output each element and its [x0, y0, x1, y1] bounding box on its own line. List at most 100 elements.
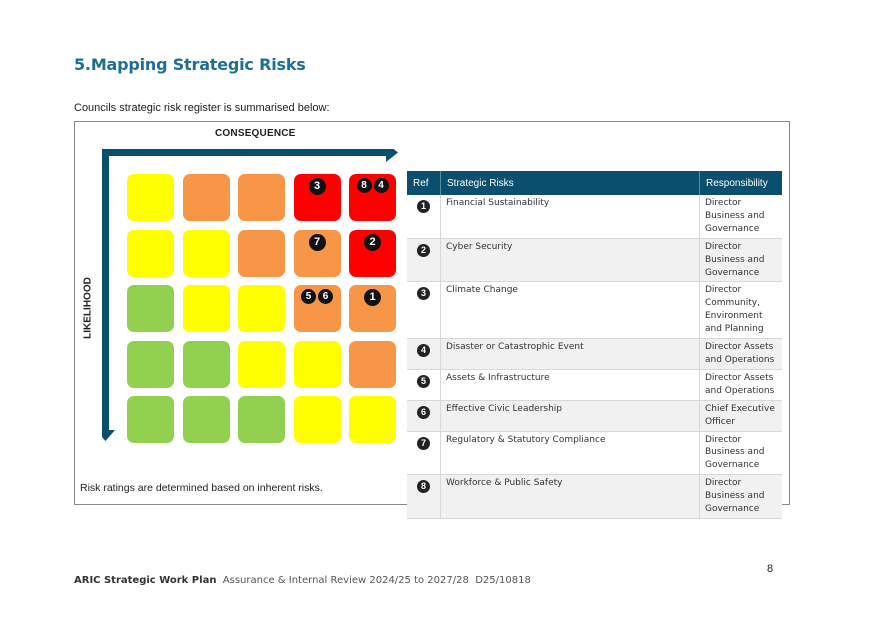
- risk-header: Strategic Risks: [440, 171, 700, 195]
- ref-marker: 2: [417, 243, 430, 257]
- risk-marker: 4: [373, 178, 389, 193]
- responsibility-cell: Director Business and Governance: [699, 431, 782, 476]
- risk-name-cell: Disaster or Catastrophic Event: [440, 338, 700, 370]
- responsibility-cell: Director Business and Governance: [699, 238, 782, 283]
- footer: ARIC Strategic Work Plan Assurance & Int…: [74, 575, 531, 586]
- ref-marker: 5: [417, 374, 430, 388]
- risk-name-cell: Climate Change: [440, 281, 700, 340]
- matrix-cell: [349, 340, 396, 388]
- likelihood-arrow-head: [102, 430, 115, 441]
- likelihood-arrow-shaft: [102, 149, 109, 432]
- responsibility-cell: Director Community, Environment and Plan…: [699, 281, 782, 340]
- matrix-cell: 1: [349, 285, 396, 332]
- table-row: 6 Effective Civic Leadership Chief Executi…: [407, 400, 782, 432]
- ref-marker: 4: [417, 344, 430, 358]
- table-row: 5 Assets & Infrastructure Director Assets …: [407, 369, 782, 401]
- ref-marker: 3: [417, 287, 430, 301]
- matrix-cell: [238, 396, 285, 443]
- risk-name-cell: Financial Sustainability: [440, 195, 700, 239]
- matrix-cell: 2: [349, 229, 396, 277]
- page-number: 8: [767, 563, 774, 575]
- ref-cell: 3: [407, 281, 441, 340]
- consequence-label: CONSEQUENCE: [215, 128, 296, 139]
- risk-marker: 3: [308, 178, 326, 195]
- risk-marker: 1: [364, 289, 381, 306]
- ref-marker: 8: [417, 480, 430, 494]
- table-row: 1 Financial Sustainability Director Busine…: [407, 195, 782, 239]
- responsibility-cell: Director Business and Governance: [699, 474, 782, 519]
- matrix-cell: [182, 285, 230, 332]
- matrix-cell: [127, 340, 174, 388]
- footer-ref: D25/10818: [475, 575, 531, 586]
- matrix-cell: [238, 340, 285, 388]
- likelihood-label: LIKELIHOOD: [82, 277, 94, 339]
- matrix-cell: 3: [293, 174, 341, 221]
- matrix-cell: [127, 396, 174, 443]
- matrix-cell: [127, 174, 174, 221]
- intro-text: Councils strategic risk register is summ…: [74, 102, 330, 114]
- table-row: 3 Climate Change Director Community, Envir…: [407, 281, 782, 340]
- matrix-cell: [349, 396, 396, 443]
- cell-risk-markers: 7: [294, 230, 341, 254]
- matrix-cell: [293, 396, 341, 443]
- matrix-cell: [238, 285, 285, 332]
- cell-risk-markers: 2: [349, 230, 396, 254]
- cell-risk-markers: 3: [294, 174, 341, 198]
- responsibility-header: Responsibility: [699, 171, 782, 195]
- strategic-risks-table: Ref Strategic Risks Responsibility 1 Fina…: [407, 171, 782, 519]
- cell-risk-markers: 1: [349, 285, 396, 309]
- risk-marker: 6: [318, 289, 333, 304]
- ref-cell: 2: [407, 238, 441, 283]
- matrix-cell: [293, 340, 341, 388]
- risk-name-cell: Effective Civic Leadership: [440, 400, 700, 432]
- responsibility-cell: Director Assets and Operations: [699, 369, 782, 401]
- responsibility-cell: Director Assets and Operations: [699, 338, 782, 370]
- matrix-cell: [182, 174, 230, 221]
- matrix-cell: [127, 229, 174, 277]
- ref-cell: 7: [407, 431, 441, 476]
- footer-subtitle: Assurance & Internal Review 2024/25 to 2…: [222, 575, 469, 586]
- matrix-cell: [238, 174, 285, 221]
- responsibility-cell: Chief Executive Officer: [699, 400, 782, 432]
- section-number: 5.: [74, 55, 91, 74]
- consequence-arrow-head: [386, 149, 398, 162]
- ref-marker: 6: [417, 405, 430, 419]
- section-heading: 5.Mapping Strategic Risks: [74, 55, 306, 74]
- ref-cell: 4: [407, 338, 441, 370]
- matrix-cell: [127, 285, 174, 332]
- ref-header: Ref: [407, 171, 441, 195]
- risk-marker: 8: [356, 178, 372, 193]
- ref-marker: 7: [417, 436, 430, 450]
- footer-doc-title: ARIC Strategic Work Plan: [74, 575, 217, 586]
- risk-name-cell: Workforce & Public Safety: [440, 474, 700, 519]
- consequence-arrow-shaft: [102, 149, 387, 156]
- table-row: 2 Cyber Security Director Business and Gov…: [407, 238, 782, 283]
- ref-marker: 1: [417, 200, 430, 213]
- ref-cell: 1: [407, 195, 441, 239]
- table-row: 4 Disaster or Catastrophic Event Director …: [407, 338, 782, 370]
- matrix-cell: [182, 340, 230, 388]
- risk-marker: 2: [364, 233, 381, 251]
- matrix-cell: [182, 229, 230, 277]
- section-title: Mapping Strategic Risks: [90, 55, 306, 74]
- matrix-cell: [182, 396, 230, 443]
- risk-name-cell: Assets & Infrastructure: [440, 369, 700, 401]
- risk-name-cell: Cyber Security: [440, 238, 700, 283]
- risk-name-cell: Regulatory & Statutory Compliance: [440, 431, 700, 476]
- responsibility-cell: Director Business and Governance: [699, 195, 782, 239]
- ref-cell: 8: [407, 474, 441, 519]
- table-row: 7 Regulatory & Statutory Compliance Direct…: [407, 431, 782, 476]
- risk-rating-note: Risk ratings are determined based on inh…: [80, 482, 323, 494]
- ref-cell: 5: [407, 369, 441, 401]
- matrix-cell: [238, 229, 285, 277]
- table-row: 8 Workforce & Public Safety Director Busin…: [407, 474, 782, 519]
- risk-marker: 5: [301, 289, 316, 304]
- axis-arrows: [102, 149, 398, 441]
- ref-cell: 6: [407, 400, 441, 432]
- risk-marker: 7: [308, 233, 326, 251]
- matrix-cell: 7: [293, 229, 341, 277]
